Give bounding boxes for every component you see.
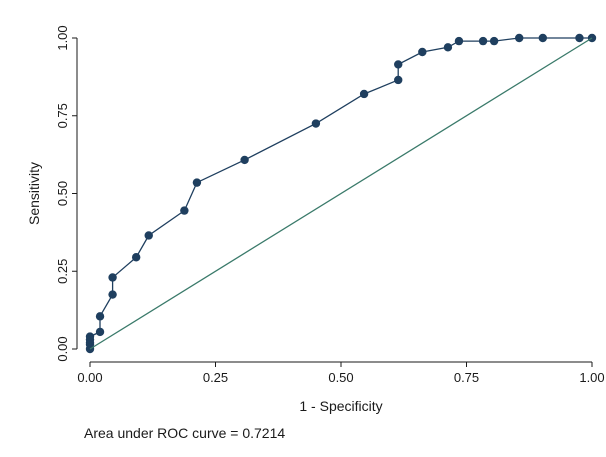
y-tick-label: 1.00 bbox=[55, 25, 70, 50]
roc-point bbox=[85, 332, 95, 341]
x-tick-label: 0.50 bbox=[328, 370, 353, 385]
x-axis-title: 1 - Specificity bbox=[299, 398, 382, 414]
reference-diagonal-line bbox=[89, 37, 593, 350]
y-axis-title: Sensitivity bbox=[26, 162, 42, 225]
roc-point bbox=[95, 327, 105, 337]
roc-point bbox=[418, 47, 427, 57]
roc-point bbox=[489, 36, 499, 46]
roc-point bbox=[131, 253, 141, 262]
roc-point bbox=[443, 43, 453, 52]
roc-point bbox=[95, 312, 105, 321]
roc-point bbox=[108, 273, 117, 282]
y-tick-label: 0.25 bbox=[55, 259, 70, 284]
x-tick-label: 0.75 bbox=[454, 370, 479, 385]
x-tick-label: 1.00 bbox=[579, 370, 604, 385]
x-tick-label: 0.00 bbox=[77, 370, 102, 385]
roc-point bbox=[359, 89, 369, 99]
roc-point bbox=[108, 290, 117, 299]
roc-point bbox=[478, 36, 488, 46]
roc-point bbox=[144, 231, 153, 240]
roc-point bbox=[394, 75, 403, 85]
x-tick-label: 0.25 bbox=[203, 370, 228, 385]
roc-point bbox=[192, 178, 202, 187]
plot-area: 0.00 0.25 0.50 0.75 1.00 0.00 0.25 0.50 0.75 1.00 bbox=[55, 25, 605, 385]
roc-point bbox=[538, 33, 548, 43]
auc-note: Area under ROC curve = 0.7214 bbox=[84, 425, 286, 441]
y-tick-label: 0.00 bbox=[55, 336, 70, 361]
roc-point bbox=[575, 33, 584, 43]
roc-point bbox=[515, 33, 524, 43]
roc-point bbox=[394, 60, 403, 69]
roc-point bbox=[311, 119, 321, 128]
y-tick-label: 0.50 bbox=[55, 181, 70, 206]
roc-point bbox=[240, 155, 249, 165]
roc-point bbox=[180, 206, 189, 215]
roc-point bbox=[454, 36, 464, 46]
y-tick-label: 0.75 bbox=[55, 103, 70, 128]
